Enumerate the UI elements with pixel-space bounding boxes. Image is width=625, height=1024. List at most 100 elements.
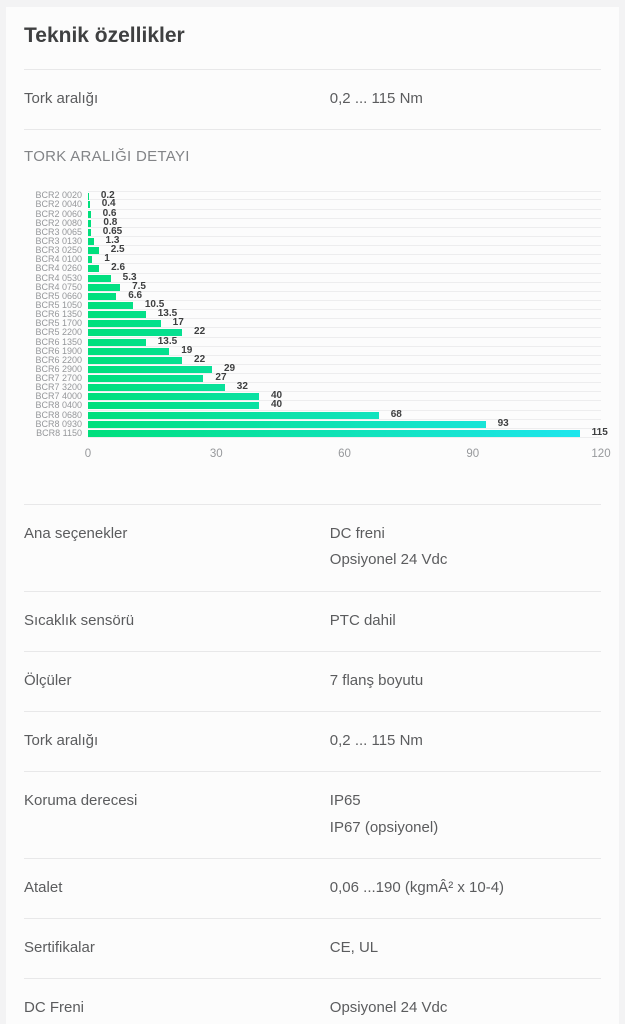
- chart-row: BCR3 0130 1.3: [24, 235, 601, 247]
- chart-value-label: 68: [390, 408, 402, 420]
- spec-value-line: IP65: [329, 792, 361, 810]
- chart-row: BCR4 0530 5.3: [24, 272, 601, 283]
- chart-x-tick: 60: [338, 448, 351, 461]
- chart-row: BCR5 1050 10.5: [24, 298, 601, 311]
- chart-bar: [88, 283, 121, 291]
- divider: [24, 857, 601, 859]
- spec-value-line: CE, UL: [329, 939, 379, 957]
- spec-row: DC Freni Opsiyonel 24 Vdc: [24, 979, 601, 1024]
- chart-bar: [88, 393, 259, 401]
- chart-category-label: BCR4 0100: [35, 254, 82, 265]
- chart-value-label: 22: [194, 353, 206, 365]
- chart-row: BCR4 0100 1: [24, 253, 601, 265]
- chart-value-label: 13.5: [157, 335, 178, 347]
- chart-row: BCR6 1900 19: [24, 344, 601, 356]
- chart-bar: [88, 228, 91, 236]
- spec-row: Ana seçenekler DC freni Opsiyonel 24 Vdc: [24, 505, 601, 591]
- chart-gridline-track: 13.5: [88, 308, 601, 320]
- chart-category-label: BCR5 1050: [35, 299, 82, 310]
- chart-category-label: BCR2 0040: [35, 199, 82, 210]
- chart-value-label: 1: [104, 253, 110, 265]
- chart-bar: [88, 375, 204, 383]
- spec-value: 0,2 ... 115 Nm: [329, 90, 423, 107]
- chart-row: BCR7 4000 40: [24, 390, 601, 402]
- spec-row: Atalet 0,06 ...190 (kgmÂ² x 10-4): [24, 859, 601, 918]
- spec-label: Sıcaklık sensörü: [24, 611, 135, 629]
- divider: [24, 650, 601, 652]
- chart-value-label: 40: [270, 399, 283, 411]
- chart-gridline-track: 1: [88, 253, 601, 265]
- spec-value-line: 0,2 ... 115 Nm: [329, 732, 423, 750]
- chart-value-label: 22: [194, 326, 206, 338]
- chart-gridline-track: 22: [88, 326, 601, 338]
- divider: [24, 504, 601, 506]
- spec-value-line: Opsiyonel 24 Vdc: [329, 999, 448, 1017]
- chart-row: BCR6 1350 13.5: [24, 308, 601, 320]
- chart-row: BCR2 0040 0.4: [24, 198, 601, 210]
- chart-gridline-track: 32: [88, 381, 601, 393]
- spec-value-line: IP67 (opsiyonel): [329, 818, 439, 836]
- chart-row: BCR5 0660 6.6: [24, 290, 601, 301]
- chart-category-label: BCR5 2200: [35, 327, 82, 338]
- chart-row: BCR3 0250 2.5: [24, 244, 601, 256]
- chart-bar: [88, 320, 161, 328]
- divider: [24, 918, 601, 920]
- chart-bar: [88, 365, 212, 373]
- chart-category-label: BCR6 1350: [35, 309, 82, 320]
- torque-range-chart: BCR2 0020 0.2 BCR2 0040 0.4 BCR2 0060 0.6 BCR2…: [24, 190, 610, 504]
- spec-label: Tork aralığı: [24, 90, 99, 107]
- chart-gridline-track: 2.6: [88, 262, 601, 274]
- chart-bar: [88, 301, 133, 309]
- chart-gridline-track: 0.6: [88, 207, 601, 219]
- chart-x-tick: 0: [84, 448, 92, 461]
- chart-bar: [88, 311, 146, 319]
- chart-value-label: 19: [181, 344, 193, 356]
- divider: [24, 978, 601, 980]
- chart-value-label: 0.65: [102, 225, 123, 237]
- chart-row: BCR5 1700 17: [24, 317, 601, 329]
- chart-value-label: 40: [270, 390, 283, 402]
- chart-value-label: 17: [172, 317, 184, 329]
- chart-bar: [88, 219, 92, 227]
- spec-label: Ölçüler: [24, 671, 72, 689]
- chart-value-label: 27: [215, 372, 227, 384]
- chart-category-label: BCR7 3200: [35, 382, 82, 393]
- chart-category-label: BCR5 0660: [35, 290, 82, 301]
- divider: [24, 69, 601, 70]
- chart-value-label: 10.5: [144, 298, 165, 310]
- spec-row: Sertifikalar CE, UL: [24, 919, 601, 978]
- chart-category-label: BCR8 1150: [36, 427, 82, 438]
- chart-bar: [88, 402, 259, 410]
- chart-category-label: BCR7 4000: [35, 391, 82, 402]
- chart-bar: [88, 265, 100, 273]
- chart-bar: [88, 347, 170, 355]
- chart-gridline-track: 7.5: [88, 281, 601, 292]
- spec-label: Ana seçenekler: [24, 525, 128, 543]
- spec-value: Opsiyonel 24 Vdc: [330, 995, 601, 1021]
- chart-row: BCR2 0060 0.6: [24, 207, 601, 219]
- chart-bar: [88, 237, 94, 245]
- chart-category-label: BCR6 1350: [35, 336, 82, 347]
- chart-section-title: TORK ARALIĞI DETAYI: [24, 148, 190, 166]
- chart-value-label: 0.6: [102, 207, 117, 219]
- chart-value-label: 93: [497, 417, 509, 429]
- chart-value-label: 0.2: [100, 190, 115, 202]
- chart-bar: [88, 256, 93, 264]
- spec-value: PTC dahil: [330, 608, 601, 634]
- chart-bar: [88, 411, 379, 419]
- chart-bar: [88, 201, 90, 209]
- spec-label: Tork aralığı: [24, 732, 99, 750]
- spec-row: Ölçüler 7 flanş boyutu: [24, 652, 601, 711]
- chart-category-label: BCR3 0130: [35, 235, 82, 246]
- chart-value-label: 32: [236, 381, 248, 393]
- page-title: Teknik özellikler: [24, 24, 185, 47]
- chart-value-label: 115: [591, 426, 608, 438]
- spec-value: IP65 IP67 (opsiyonel): [330, 788, 601, 841]
- chart-bar: [88, 338, 146, 346]
- chart-rows: BCR2 0020 0.2 BCR2 0040 0.4 BCR2 0060 0.6 BCR2…: [24, 190, 608, 439]
- chart-x-tick: 30: [209, 448, 223, 461]
- chart-row: BCR8 0930 93: [24, 417, 601, 429]
- spec-row: Tork aralığı 0,2 ... 115 Nm: [24, 712, 601, 771]
- chart-bar: [88, 384, 225, 392]
- chart-gridline-track: 10.5: [88, 298, 601, 311]
